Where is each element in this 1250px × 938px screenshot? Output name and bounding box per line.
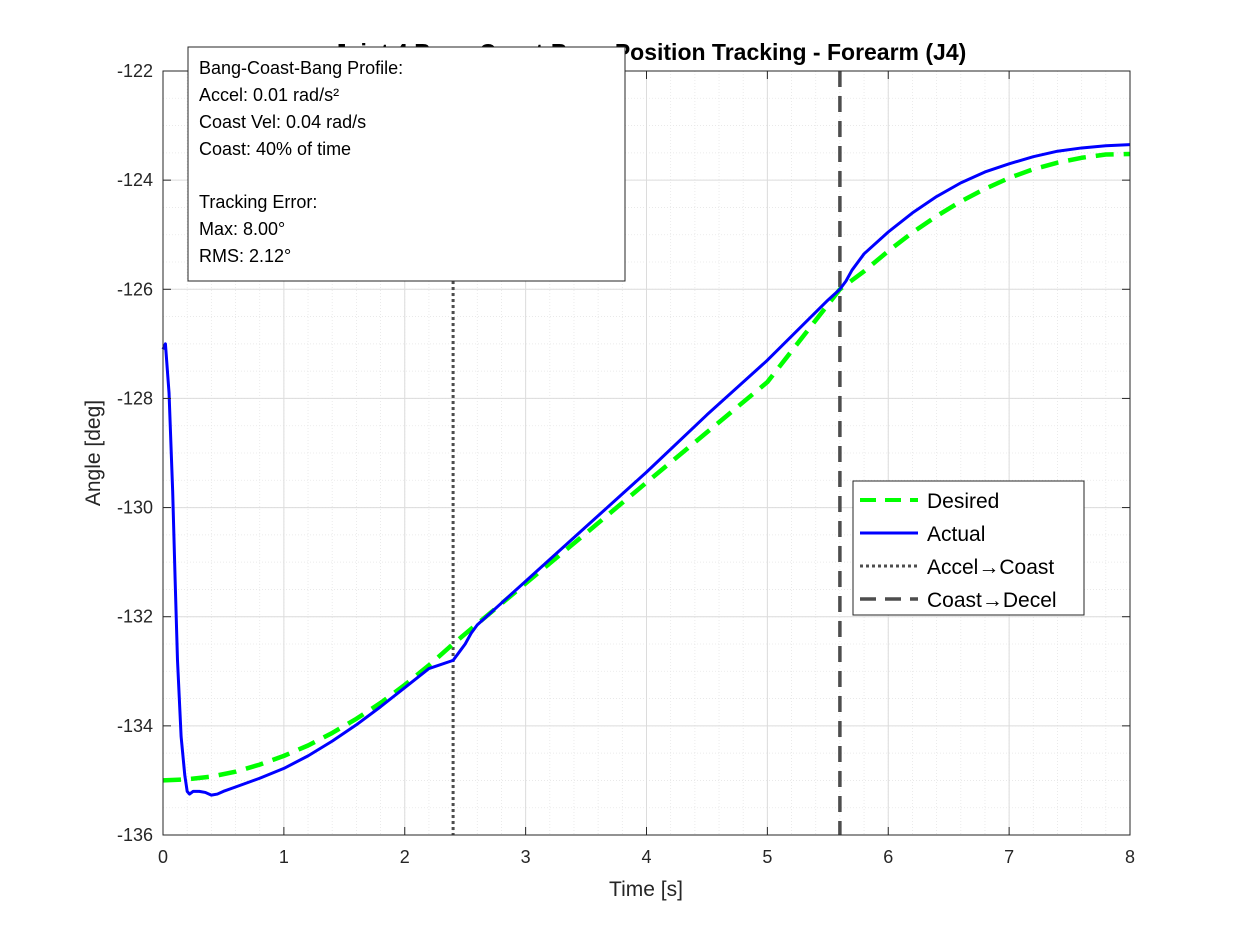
x-tick-label: 3	[521, 847, 531, 867]
y-axis-label: Angle [deg]	[82, 400, 105, 506]
annotation-line: Coast: 40% of time	[199, 139, 351, 159]
y-tick-label: -134	[117, 716, 153, 736]
legend: Desired Actual Accel→Coast Coast→Decel	[852, 480, 1085, 616]
annotation-line: Tracking Error:	[199, 192, 317, 212]
legend-label-desired: Desired	[927, 490, 999, 513]
y-tick-label: -132	[117, 607, 153, 627]
x-tick-label: 8	[1125, 847, 1135, 867]
legend-frame	[852, 480, 1085, 616]
y-tick-label: -122	[117, 61, 153, 81]
annotation-line: Accel: 0.01 rad/s²	[199, 85, 339, 105]
annotation-line: Bang-Coast-Bang Profile:	[199, 58, 403, 78]
tick-labels: 0 1 2 3 4 5 6 7 8 -136 -134 -132 -130 -128 -126 -124 -12…	[117, 61, 1135, 867]
x-tick-label: 7	[1004, 847, 1014, 867]
legend-label-accel-coast: Accel→Coast	[927, 556, 1054, 579]
x-tick-label: 5	[762, 847, 772, 867]
y-tick-label: -124	[117, 170, 153, 190]
legend-label-actual: Actual	[927, 523, 985, 546]
x-tick-label: 6	[883, 847, 893, 867]
x-axis-label: Time [s]	[609, 878, 683, 901]
y-tick-label: -136	[117, 825, 153, 845]
series-lines	[161, 143, 1131, 797]
annotation-line: RMS: 2.12°	[199, 246, 291, 266]
y-tick-label: -130	[117, 498, 153, 518]
annotation-box: Bang-Coast-Bang Profile: Accel: 0.01 rad…	[187, 46, 626, 282]
annotation-frame	[187, 46, 626, 282]
annotation-line: Max: 8.00°	[199, 219, 285, 239]
y-tick-label: -128	[117, 388, 153, 408]
x-tick-label: 2	[400, 847, 410, 867]
x-tick-label: 0	[158, 847, 168, 867]
series-line-actual	[161, 143, 1131, 797]
y-tick-label: -126	[117, 279, 153, 299]
legend-label-coast-decel: Coast→Decel	[927, 589, 1057, 612]
x-tick-label: 4	[641, 847, 651, 867]
series-line-desired	[162, 151, 1131, 783]
x-tick-label: 1	[279, 847, 289, 867]
annotation-line: Coast Vel: 0.04 rad/s	[199, 112, 366, 132]
